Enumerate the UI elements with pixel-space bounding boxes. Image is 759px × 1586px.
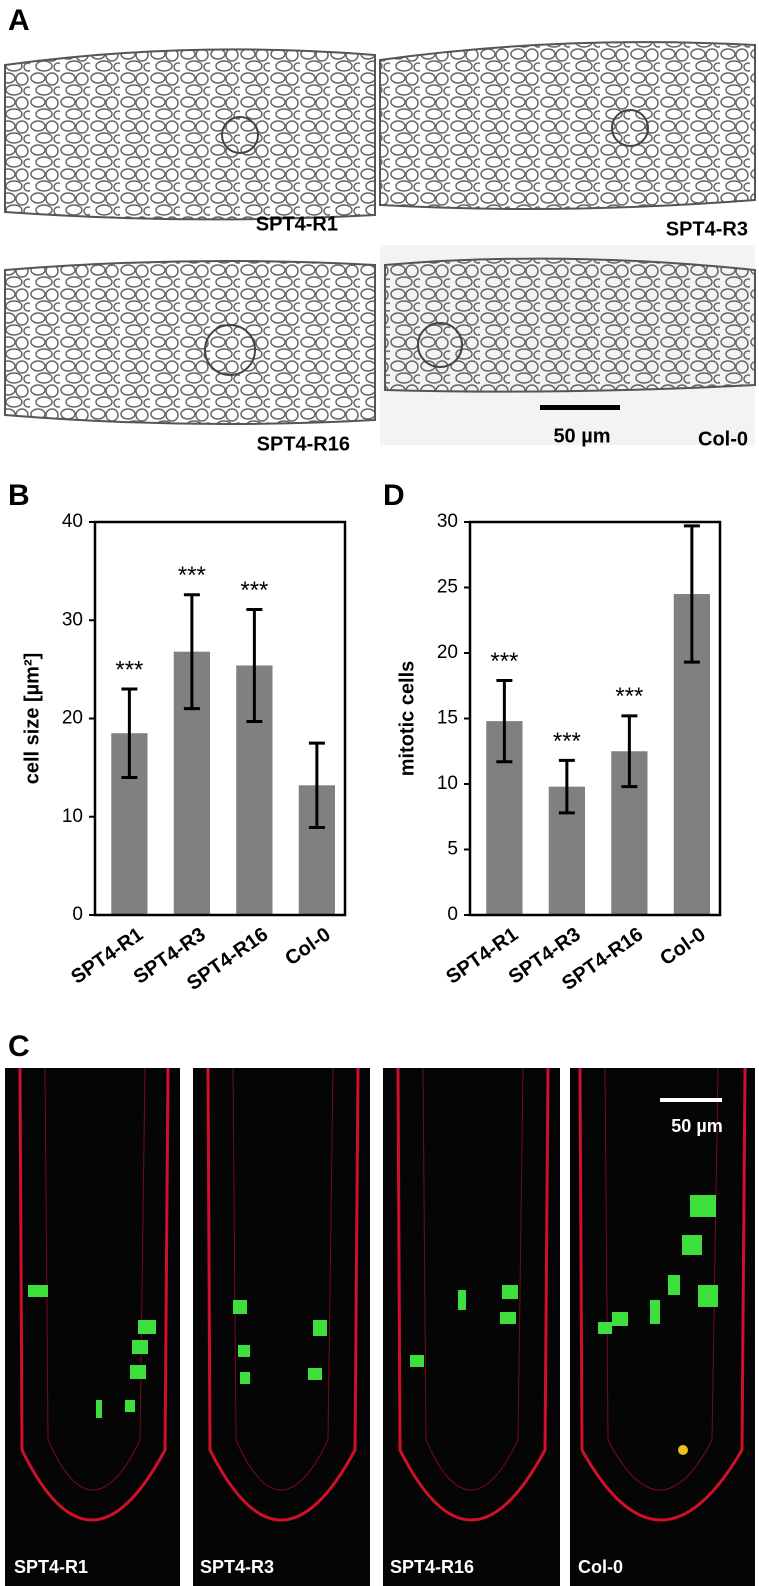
significance: *** bbox=[240, 577, 268, 604]
panel-letter: A bbox=[8, 4, 30, 37]
panel-letter: C bbox=[8, 1030, 30, 1063]
scale-label: 50 µm bbox=[553, 425, 610, 447]
error-bar bbox=[558, 758, 575, 815]
image-label: SPT4-R16 bbox=[390, 1557, 474, 1577]
micrograph bbox=[4, 41, 756, 445]
y-tick-label: 15 bbox=[437, 708, 458, 729]
error-bar bbox=[121, 687, 138, 779]
y-tick-label: 25 bbox=[437, 577, 458, 598]
y-tick-label: 20 bbox=[62, 708, 83, 729]
image-label: SPT4-R3 bbox=[666, 218, 748, 240]
root-images bbox=[5, 1067, 755, 1586]
error-bar bbox=[683, 524, 700, 664]
image-label: SPT4-R16 bbox=[257, 433, 350, 455]
y-tick-label: 5 bbox=[447, 839, 458, 860]
y-tick-label: 10 bbox=[437, 773, 458, 794]
significance: *** bbox=[553, 728, 581, 755]
x-tick-label: Col-0 bbox=[281, 923, 335, 970]
significance: *** bbox=[115, 656, 143, 683]
error-bar bbox=[496, 679, 513, 764]
image-label: Col-0 bbox=[698, 428, 748, 450]
scale-bar bbox=[540, 405, 620, 410]
y-tick-label: 30 bbox=[62, 609, 83, 630]
scale-bar bbox=[660, 1098, 722, 1102]
y-tick-label: 10 bbox=[62, 806, 83, 827]
y-tick-label: 20 bbox=[437, 642, 458, 663]
image-label: SPT4-R1 bbox=[256, 213, 338, 235]
significance: *** bbox=[178, 562, 206, 589]
panel-letter: D bbox=[383, 479, 405, 512]
error-bar bbox=[621, 714, 638, 789]
error-bar bbox=[183, 593, 200, 711]
plot-frame bbox=[93, 520, 347, 917]
significance: *** bbox=[490, 648, 518, 675]
plot-frame bbox=[468, 520, 722, 917]
image-label: SPT4-R1 bbox=[14, 1557, 88, 1577]
y-axis-label: cell size [µm²] bbox=[21, 653, 43, 785]
y-tick-label: 30 bbox=[437, 511, 458, 532]
y-axis-label: mitotic cells bbox=[396, 661, 418, 777]
image-label: Col-0 bbox=[578, 1557, 623, 1577]
y-tick-label: 0 bbox=[72, 904, 83, 925]
image-label: SPT4-R3 bbox=[200, 1557, 274, 1577]
x-tick-label: Col-0 bbox=[656, 923, 710, 970]
panel-letter: B bbox=[8, 479, 30, 512]
y-tick-label: 40 bbox=[62, 511, 83, 532]
y-tick-label: 0 bbox=[447, 904, 458, 925]
scale-label: 50 µm bbox=[671, 1116, 722, 1136]
error-bar bbox=[308, 741, 325, 830]
significance: *** bbox=[615, 683, 643, 710]
error-bar bbox=[246, 607, 263, 723]
